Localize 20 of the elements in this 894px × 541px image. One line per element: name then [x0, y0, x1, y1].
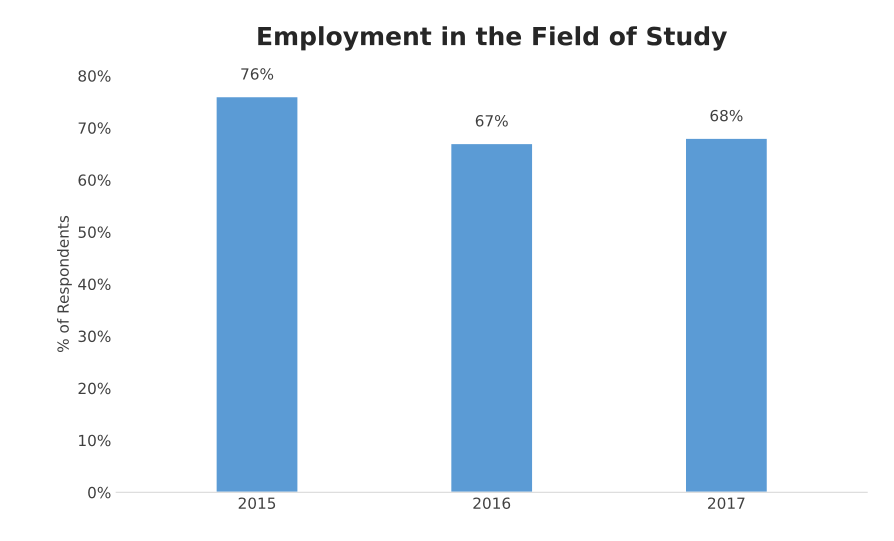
- bar: [684, 138, 768, 492]
- y-tick-label: 40%: [78, 278, 111, 290]
- y-axis-title: % of Respondents: [57, 216, 72, 352]
- y-tick-label: 10%: [79, 434, 111, 446]
- chart-title: Employment in the Field of Study: [258, 26, 727, 51]
- y-tick-label: 50%: [78, 226, 111, 238]
- x-tick-label: 2016: [473, 497, 510, 509]
- y-tick-label: 60%: [78, 174, 111, 186]
- y-tick-label: 20%: [78, 382, 111, 394]
- data-label: 67%: [476, 115, 508, 127]
- x-tick-label: 2017: [708, 497, 745, 509]
- x-tick-label: 2015: [238, 497, 276, 509]
- y-tick-label: 0%: [88, 486, 111, 498]
- y-tick-label: 80%: [78, 70, 111, 82]
- data-label: 76%: [241, 68, 274, 80]
- bar: [215, 96, 299, 492]
- y-tick-label: 30%: [78, 330, 111, 342]
- bar: [450, 142, 534, 492]
- data-label: 68%: [710, 110, 743, 122]
- y-tick-label: 70%: [78, 122, 111, 134]
